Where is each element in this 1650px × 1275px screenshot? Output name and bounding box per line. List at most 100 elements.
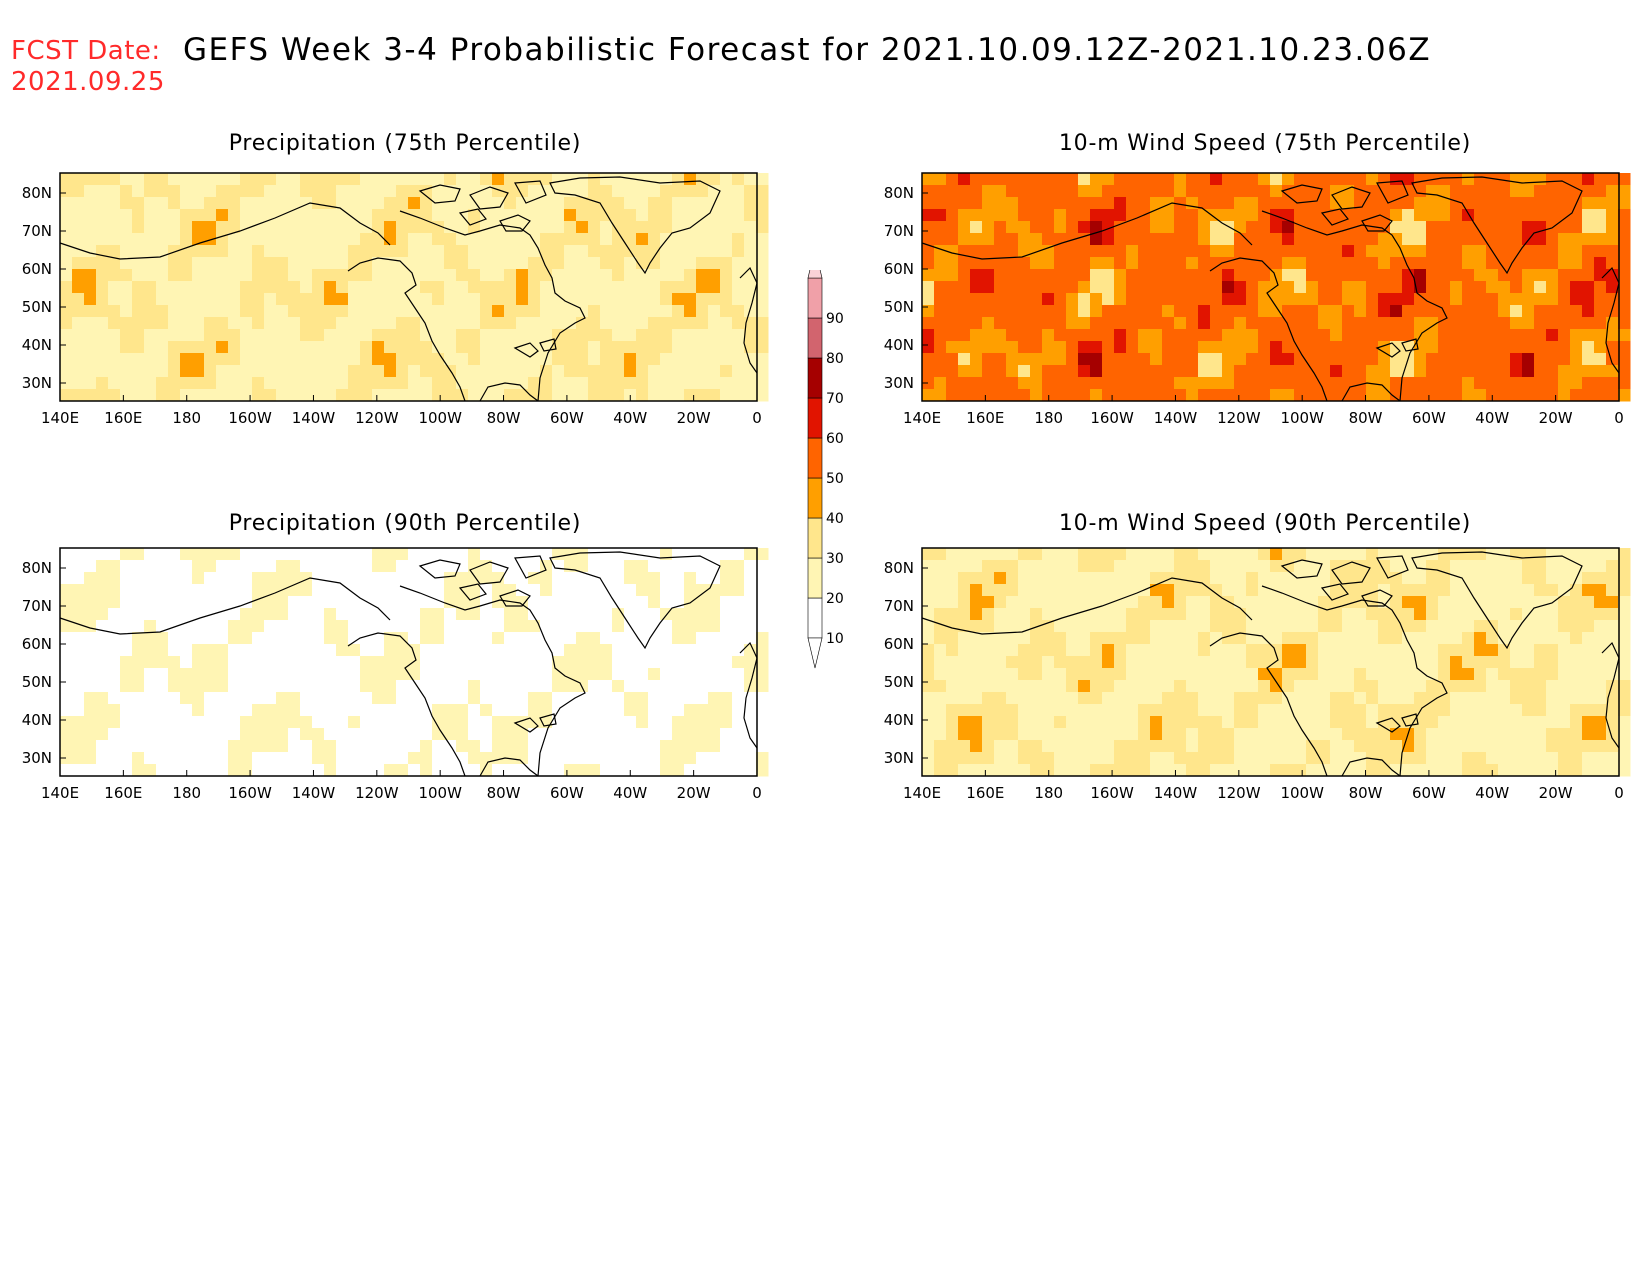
lon-tick-label: 80W <box>487 784 521 802</box>
panel-title-precip-90: Precipitation (90th Percentile) <box>228 511 582 536</box>
lon-tick-label: 80W <box>487 409 521 427</box>
lat-tick-label: 30N <box>22 374 52 392</box>
colorbar-swatch <box>807 597 823 639</box>
lon-tick-label: 180 <box>1034 409 1063 427</box>
colorbar-swatch <box>807 477 823 519</box>
lon-tick-label: 60W <box>1412 409 1446 427</box>
lon-tick-label: 140E <box>903 409 941 427</box>
lat-tick-label: 60N <box>22 260 52 278</box>
lon-tick-label: 20W <box>1539 784 1573 802</box>
lon-tick-label: 20W <box>1539 409 1573 427</box>
lon-tick-label: 40W <box>1475 409 1509 427</box>
map-frame <box>59 172 758 402</box>
colorbar-tick-label: 80 <box>826 351 844 367</box>
lat-tick-label: 80N <box>884 184 914 202</box>
lon-tick-label: 160W <box>228 784 272 802</box>
lon-tick-label: 0 <box>1614 409 1624 427</box>
lat-tick-label: 80N <box>884 559 914 577</box>
coastlines <box>59 176 758 402</box>
page-title: GEFS Week 3-4 Probabilistic Forecast for… <box>183 32 1432 68</box>
shaded-field <box>922 548 1631 777</box>
lon-tick-label: 40W <box>613 409 647 427</box>
lon-tick-label: 160W <box>228 409 272 427</box>
colorbar-swatch <box>807 317 823 359</box>
map-frame <box>59 547 758 777</box>
map-panel-wind-75: 80N 70N 60N 50N 40N 30N 140E 160E 180 160W 140W 120… <box>884 172 1631 427</box>
lon-tick-label: 80W <box>1349 784 1383 802</box>
colorbar-swatch <box>807 557 823 599</box>
lat-tick-label: 80N <box>22 559 52 577</box>
lon-tick-label: 140W <box>1154 409 1198 427</box>
colorbar-swatch <box>807 517 823 559</box>
coastlines <box>59 551 758 777</box>
lat-tick-label: 70N <box>22 222 52 240</box>
lon-tick-label: 0 <box>1614 784 1624 802</box>
lon-tick-label: 60W <box>1412 784 1446 802</box>
lat-tick-label: 50N <box>22 298 52 316</box>
colorbar-tick-label: 70 <box>826 391 844 407</box>
coastlines <box>921 176 1620 402</box>
lon-tick-label: 0 <box>752 409 762 427</box>
lon-tick-label: 140W <box>1154 784 1198 802</box>
lat-tick-label: 40N <box>884 711 914 729</box>
colorbar-upper-arrow <box>807 270 823 279</box>
lat-tick-label: 70N <box>884 597 914 615</box>
lon-tick-label: 140E <box>41 409 79 427</box>
lon-tick-label: 60W <box>550 409 584 427</box>
lat-tick-label: 30N <box>884 749 914 767</box>
lon-tick-label: 160W <box>1090 784 1134 802</box>
panel-title-wind-75: 10-m Wind Speed (75th Percentile) <box>1058 131 1472 156</box>
colorbar-swatch <box>807 437 823 479</box>
colorbar-legend: 10 20 30 40 50 60 70 80 90 <box>807 270 844 669</box>
lon-tick-label: 120W <box>1217 409 1261 427</box>
lon-tick-label: 140E <box>903 784 941 802</box>
lat-tick-label: 50N <box>884 673 914 691</box>
lon-tick-label: 0 <box>752 784 762 802</box>
lon-tick-label: 60W <box>550 784 584 802</box>
colorbar-tick-label: 20 <box>826 591 844 607</box>
lat-tick-label: 60N <box>884 635 914 653</box>
lon-tick-label: 180 <box>172 409 201 427</box>
lon-tick-label: 180 <box>172 784 201 802</box>
lat-tick-label: 30N <box>884 374 914 392</box>
map-frame <box>921 172 1620 402</box>
fcst-date-label: FCST Date: <box>11 36 161 66</box>
colorbar-tick-label: 40 <box>826 511 844 527</box>
lat-tick-label: 70N <box>22 597 52 615</box>
lat-tick-label: 50N <box>884 298 914 316</box>
lon-tick-label: 140W <box>292 409 336 427</box>
map-frame <box>921 547 1620 777</box>
colorbar-tick-label: 60 <box>826 431 844 447</box>
fcst-date-value: 2021.09.25 <box>11 67 165 97</box>
lon-tick-label: 100W <box>418 784 462 802</box>
lat-tick-label: 50N <box>22 673 52 691</box>
colorbar-swatch <box>807 397 823 439</box>
lat-tick-label: 40N <box>884 336 914 354</box>
colorbar-tick-label: 50 <box>826 471 844 487</box>
lat-tick-label: 60N <box>22 635 52 653</box>
lat-tick-label: 80N <box>22 184 52 202</box>
colorbar-swatch <box>807 277 823 319</box>
map-panel-wind-90: 80N 70N 60N 50N 40N 30N 140E 160E 180 160W 140W 120… <box>884 547 1631 802</box>
shaded-field <box>922 173 1631 402</box>
coastlines <box>921 551 1620 777</box>
colorbar-lower-arrow <box>807 637 823 669</box>
lon-tick-label: 120W <box>1217 784 1261 802</box>
lon-tick-label: 80W <box>1349 409 1383 427</box>
lon-tick-label: 160E <box>104 409 142 427</box>
panel-title-wind-90: 10-m Wind Speed (90th Percentile) <box>1058 511 1472 536</box>
lon-tick-label: 40W <box>613 784 647 802</box>
colorbar-tick-label: 10 <box>826 631 844 647</box>
lon-tick-label: 160E <box>966 409 1004 427</box>
lon-tick-label: 40W <box>1475 784 1509 802</box>
lat-tick-label: 70N <box>884 222 914 240</box>
lon-tick-label: 160W <box>1090 409 1134 427</box>
lon-tick-label: 140W <box>292 784 336 802</box>
lat-tick-label: 60N <box>884 260 914 278</box>
lon-tick-label: 140E <box>41 784 79 802</box>
lon-tick-label: 160E <box>966 784 1004 802</box>
colorbar-tick-label: 30 <box>826 551 844 567</box>
colorbar-tick-label: 90 <box>826 311 844 327</box>
shaded-field <box>60 548 769 777</box>
lon-tick-label: 100W <box>1280 784 1324 802</box>
